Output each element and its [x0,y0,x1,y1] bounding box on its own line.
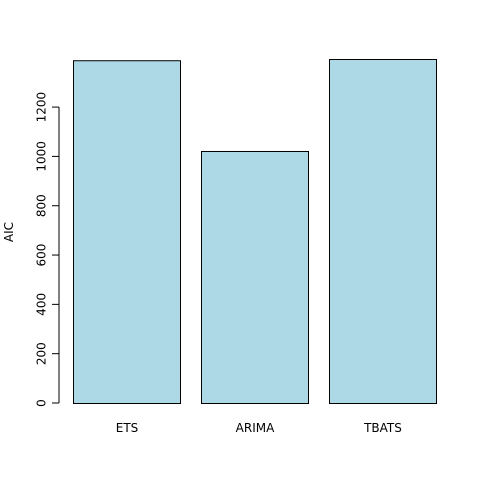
bar-ets [73,60,181,405]
x-axis-labels: ETS ARIMA TBATS [116,421,402,435]
y-axis-title: AIC [2,222,16,242]
y-tick-label: 1000 [35,141,49,172]
y-tick-label: 600 [35,244,49,267]
y-tick-label: 800 [35,194,49,217]
x-category-label: ETS [116,421,139,435]
x-category-label: TBATS [363,421,402,435]
bar-arima [201,150,309,404]
y-tick-label: 0 [35,399,49,407]
y-tick-label: 200 [35,342,49,365]
bars-group [73,59,437,405]
x-category-label: ARIMA [236,421,275,435]
bar-tbats [329,59,437,404]
y-tick-label: 1200 [35,92,49,123]
y-axis: 0 200 400 600 800 1000 1200 [35,92,60,407]
y-tick-label: 400 [35,293,49,316]
